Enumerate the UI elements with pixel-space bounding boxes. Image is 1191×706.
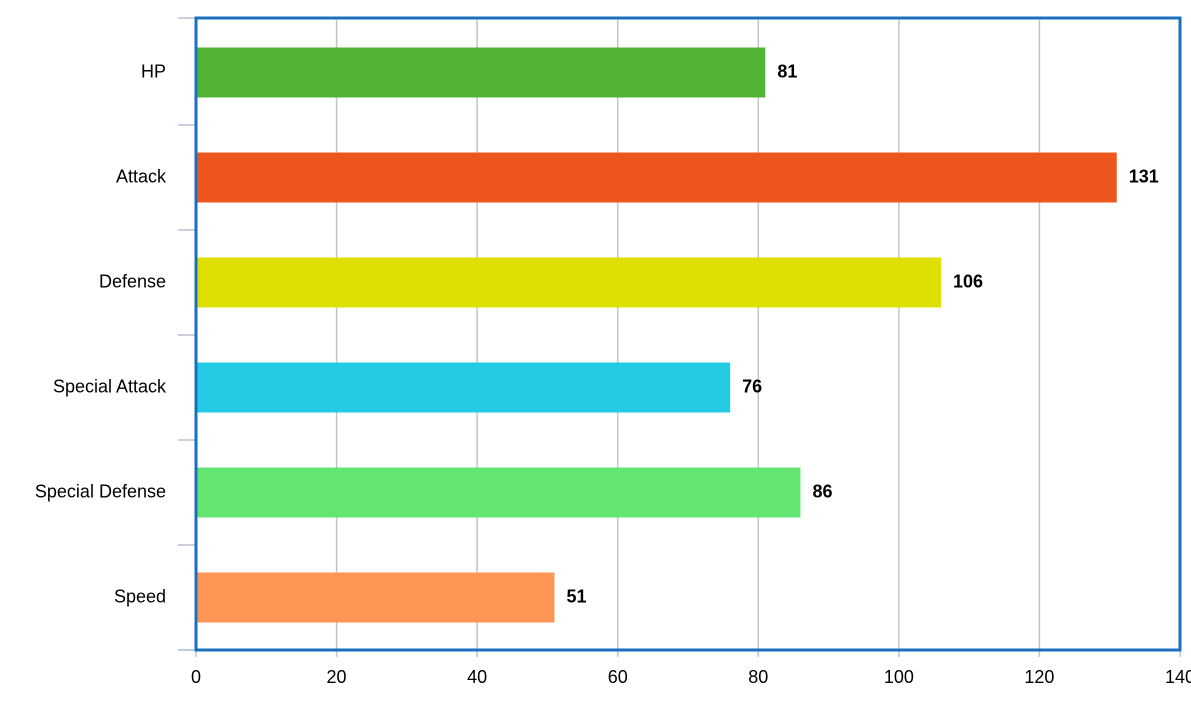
plot-frame [194, 16, 1182, 652]
x-tick-label: 100 [884, 667, 914, 687]
y-tick-label: Attack [116, 166, 167, 186]
x-tick-label: 20 [327, 667, 347, 687]
x-tick-label: 40 [467, 667, 487, 687]
x-tick-label: 80 [748, 667, 768, 687]
y-tick-label: Defense [99, 271, 166, 291]
x-tick-label: 120 [1024, 667, 1054, 687]
bar [196, 572, 555, 623]
x-tick-label: 60 [608, 667, 628, 687]
value-label: 76 [742, 376, 762, 396]
y-tick-label: Special Defense [35, 481, 166, 501]
value-label: 131 [1129, 166, 1159, 186]
value-label: 51 [566, 586, 586, 606]
y-tick-label: Special Attack [53, 376, 167, 396]
x-tick-label: 140 [1165, 667, 1191, 687]
value-label: 86 [812, 481, 832, 501]
bar [196, 362, 731, 413]
y-tick-label: HP [141, 61, 166, 81]
y-tick-label: Speed [114, 586, 166, 606]
x-tick-label: 0 [191, 667, 201, 687]
bar [196, 257, 942, 308]
bar [196, 467, 801, 518]
bar [196, 47, 766, 98]
value-label: 106 [953, 271, 983, 291]
value-label: 81 [777, 61, 797, 81]
bar [196, 152, 1117, 203]
